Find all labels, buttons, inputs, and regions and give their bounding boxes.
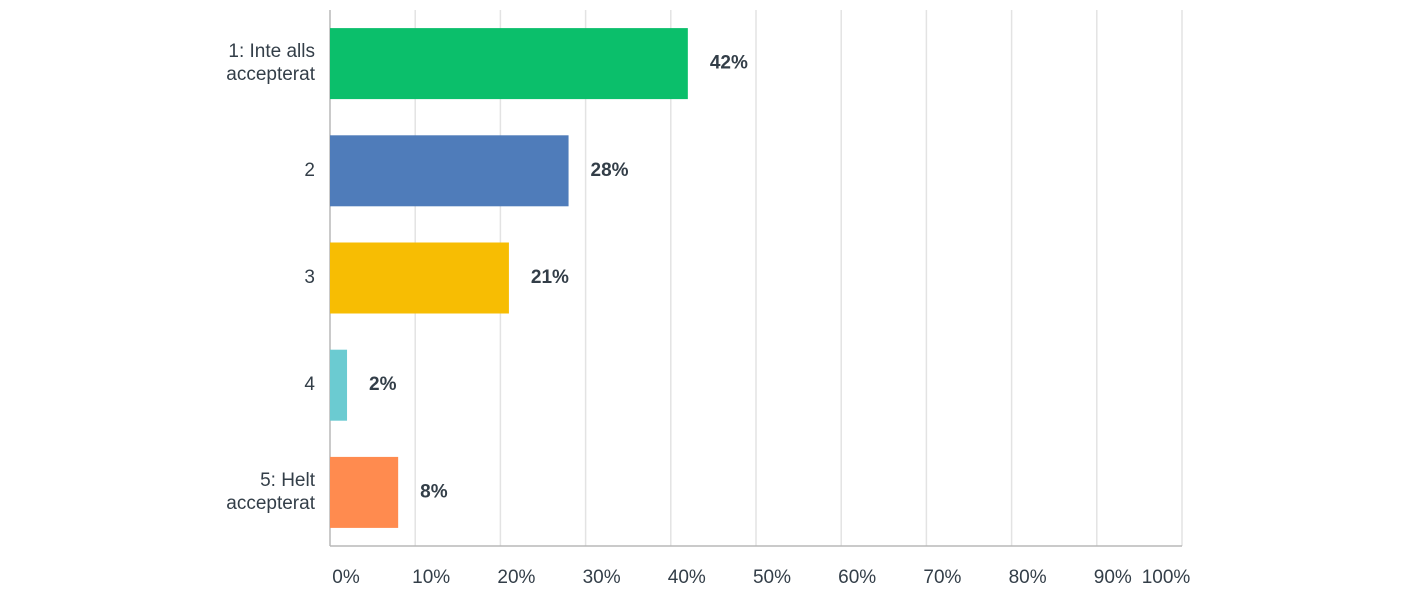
bar [330,349,348,421]
value-label: 28% [591,160,629,181]
bar [330,28,688,100]
x-tick-label: 100% [1142,567,1191,588]
value-label: 2% [369,374,397,395]
value-label: 8% [420,481,448,502]
bar [330,242,509,314]
x-tick-label: 90% [1094,567,1132,588]
bar [330,135,569,207]
x-tick-label: 10% [412,567,450,588]
x-tick-label: 70% [923,567,961,588]
y-tick-label: 3 [304,267,315,288]
y-tick-label: 1: Inte alls accepterat [226,41,315,85]
x-tick-label: 80% [1009,567,1047,588]
x-tick-label: 50% [753,567,791,588]
x-tick-label: 0% [332,567,360,588]
y-tick-label: 5: Helt accepterat [226,470,315,514]
x-tick-label: 40% [668,567,706,588]
x-tick-label: 20% [497,567,535,588]
x-tick-label: 60% [838,567,876,588]
y-tick-label: 2 [304,160,315,181]
y-tick-label: 4 [304,374,315,395]
value-label: 42% [710,53,748,74]
value-label: 21% [531,267,569,288]
x-tick-label: 30% [583,567,621,588]
bar [330,456,399,528]
